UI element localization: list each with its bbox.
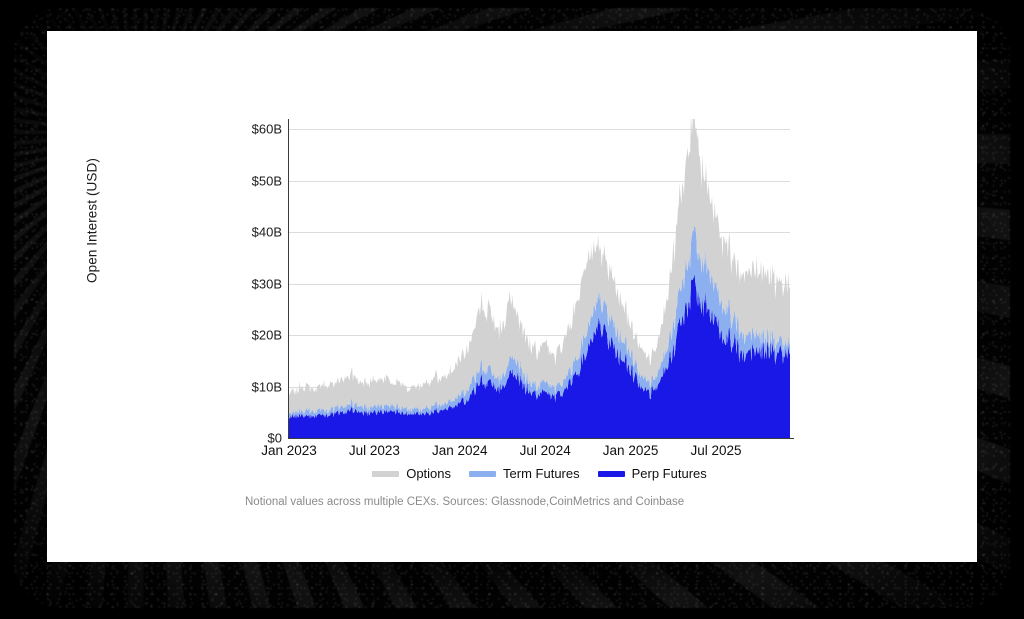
area-options — [289, 119, 790, 415]
chart-figure: Open Interest (USD) $0 $10B $20B $30B $40B $5… — [47, 31, 977, 562]
y-tick-label: $40B — [251, 224, 282, 240]
plot-area: $0 $10B $20B $30B $40B $50B $60B Jan 2023 Jul 2… — [252, 119, 794, 458]
gridline — [289, 180, 790, 182]
gridline — [289, 129, 790, 131]
legend-item-term-futures[interactable]: Term Futures — [469, 466, 580, 481]
legend-label: Term Futures — [503, 466, 580, 481]
legend-swatch-icon — [469, 470, 497, 477]
legend-label: Perp Futures — [631, 466, 707, 481]
x-axis-line — [288, 437, 794, 439]
legend-item-perp-futures[interactable]: Perp Futures — [597, 466, 707, 481]
chart-legend: Options Term Futures Perp Futures — [289, 466, 790, 481]
y-tick-label: $50B — [251, 173, 282, 189]
legend-item-options[interactable]: Options — [372, 466, 451, 481]
x-tick-label: Jul 2025 — [690, 443, 742, 458]
y-tick-label: $0 — [267, 430, 282, 446]
x-tick-label: Jan 2024 — [432, 443, 488, 458]
legend-label: Options — [406, 466, 452, 481]
y-tick-label: $30B — [251, 276, 282, 292]
y-axis-title: Open Interest (USD) — [84, 158, 100, 283]
x-tick-label: Jul 2023 — [348, 443, 400, 458]
area-perp-futures — [289, 273, 790, 438]
y-tick-label: $10B — [251, 379, 282, 395]
chart-caption: Notional values across multiple CEXs. So… — [245, 496, 685, 508]
stacked-area-series — [289, 119, 790, 438]
legend-swatch-icon — [597, 470, 625, 477]
y-tick-label: $20B — [251, 327, 282, 343]
gridline — [289, 283, 790, 285]
gridline — [289, 335, 790, 337]
x-tick-label: Jan 2023 — [261, 443, 317, 458]
legend-swatch-icon — [372, 470, 400, 477]
gridline — [289, 232, 790, 234]
y-tick-label: $60B — [251, 121, 282, 137]
x-tick-label: Jul 2024 — [519, 443, 571, 458]
area-term-futures — [289, 224, 790, 419]
x-tick-label: Jan 2025 — [602, 443, 659, 458]
chart-card: Open Interest (USD) $0 $10B $20B $30B $40B $5… — [47, 31, 977, 562]
y-axis-line — [288, 119, 290, 438]
